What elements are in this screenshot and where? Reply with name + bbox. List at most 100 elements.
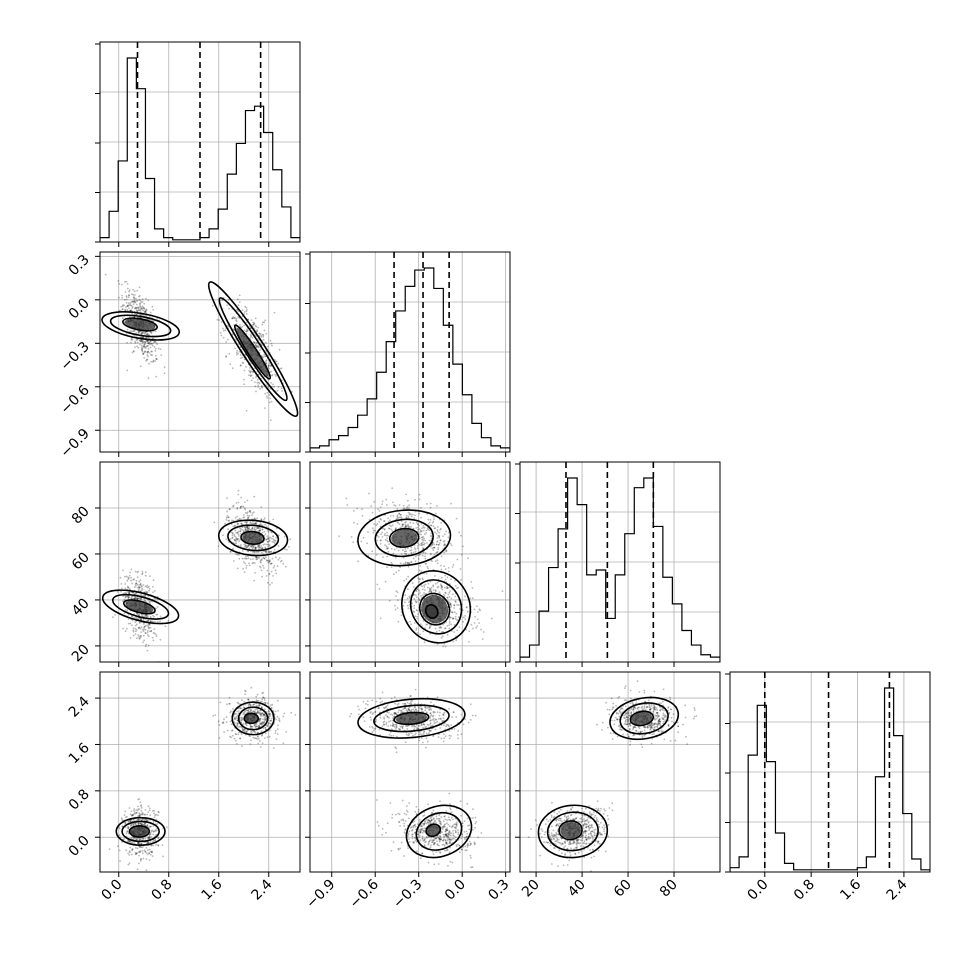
scatter-point	[264, 727, 267, 729]
scatter-point	[154, 360, 157, 362]
scatter-point	[245, 555, 247, 558]
histogram-step	[310, 267, 510, 452]
scatter-point	[143, 615, 146, 618]
scatter-point	[270, 707, 273, 710]
scatter-point	[383, 528, 386, 530]
scatter-point	[428, 840, 430, 843]
scatter-point	[264, 718, 267, 721]
scatter-point	[225, 356, 228, 358]
scatter-point	[145, 586, 148, 588]
scatter-point	[264, 728, 267, 731]
scatter-point	[259, 713, 262, 716]
scatter-point	[261, 742, 264, 745]
scatter-point	[437, 836, 440, 839]
scatter-point	[439, 821, 442, 824]
scatter-point	[243, 507, 246, 510]
scatter-point	[145, 359, 148, 362]
scatter-point	[255, 376, 257, 379]
scatter-point	[247, 318, 250, 321]
tick-label-y: 20	[69, 641, 93, 665]
scatter-point	[137, 307, 140, 310]
scatter-point	[143, 823, 146, 826]
scatter-point	[450, 502, 452, 505]
scatter-point	[407, 575, 409, 578]
scatter-point	[134, 621, 137, 624]
scatter-point	[132, 836, 135, 839]
scatter-point	[155, 633, 157, 636]
scatter-point	[432, 520, 435, 523]
scatter-point	[251, 527, 254, 530]
scatter-point	[428, 539, 431, 542]
scatter-point	[269, 713, 272, 715]
scatter-point	[448, 591, 451, 594]
scatter-point	[255, 704, 258, 707]
scatter-point	[392, 501, 394, 504]
scatter-point	[133, 597, 136, 600]
scatter-point	[245, 330, 248, 333]
scatter-point	[247, 704, 250, 707]
scatter-point	[425, 532, 428, 534]
scatter-point	[274, 732, 277, 734]
scatter-point	[440, 587, 443, 589]
scatter-point	[121, 308, 124, 311]
scatter-point	[400, 516, 403, 518]
scatter-point	[127, 852, 129, 855]
scatter-point	[373, 529, 376, 532]
scatter-point	[399, 526, 402, 529]
scatter-point	[146, 333, 149, 336]
scatter-point	[429, 821, 432, 824]
scatter-point	[251, 547, 254, 550]
scatter-point	[133, 597, 136, 600]
density-core	[244, 713, 258, 723]
scatter-point	[425, 623, 428, 626]
scatter-point	[123, 592, 126, 594]
density-contour	[122, 599, 156, 615]
scatter-point	[244, 528, 247, 531]
scatter-point	[225, 538, 228, 541]
scatter-point	[136, 345, 139, 348]
scatter-point	[259, 333, 262, 336]
scatter-point	[159, 615, 162, 618]
scatter-point	[140, 807, 143, 809]
scatter-point	[236, 567, 239, 570]
scatter-point	[144, 850, 147, 853]
scatter-point	[238, 301, 241, 304]
scatter-point	[245, 731, 248, 733]
scatter-point	[371, 511, 374, 514]
scatter-point	[234, 524, 236, 527]
scatter-point	[418, 498, 421, 501]
scatter-point	[451, 861, 454, 864]
scatter-point	[135, 582, 138, 585]
scatter-point	[443, 845, 446, 847]
tick-label-y: 40	[69, 595, 93, 619]
scatter-point	[352, 541, 355, 544]
scatter-point	[294, 714, 297, 716]
scatter-point	[217, 720, 220, 723]
scatter-point	[127, 618, 130, 620]
scatter-point	[405, 521, 408, 523]
scatter-point	[445, 549, 448, 552]
scatter-point	[146, 824, 149, 826]
scatter-point	[217, 545, 220, 547]
scatter-point	[137, 819, 140, 822]
scatter-point	[448, 818, 450, 821]
scatter-point	[239, 507, 242, 510]
scatter-point	[122, 569, 124, 572]
scatter-point	[132, 627, 135, 630]
tick-label-x: 1.6	[199, 876, 226, 903]
scatter-point	[157, 844, 160, 847]
scatter-point	[448, 570, 450, 573]
scatter-point	[285, 565, 287, 568]
scatter-point	[440, 627, 443, 629]
scatter-point	[141, 585, 143, 588]
scatter-point	[239, 353, 242, 356]
scatter-point	[426, 623, 429, 626]
scatter-point	[140, 593, 142, 596]
scatter-point	[142, 584, 145, 586]
scatter-point	[138, 862, 140, 865]
scatter-point	[278, 534, 280, 537]
scatter-point	[405, 809, 408, 812]
scatter-point	[127, 825, 129, 828]
scatter-point	[439, 838, 441, 840]
scatter-point	[247, 709, 250, 711]
